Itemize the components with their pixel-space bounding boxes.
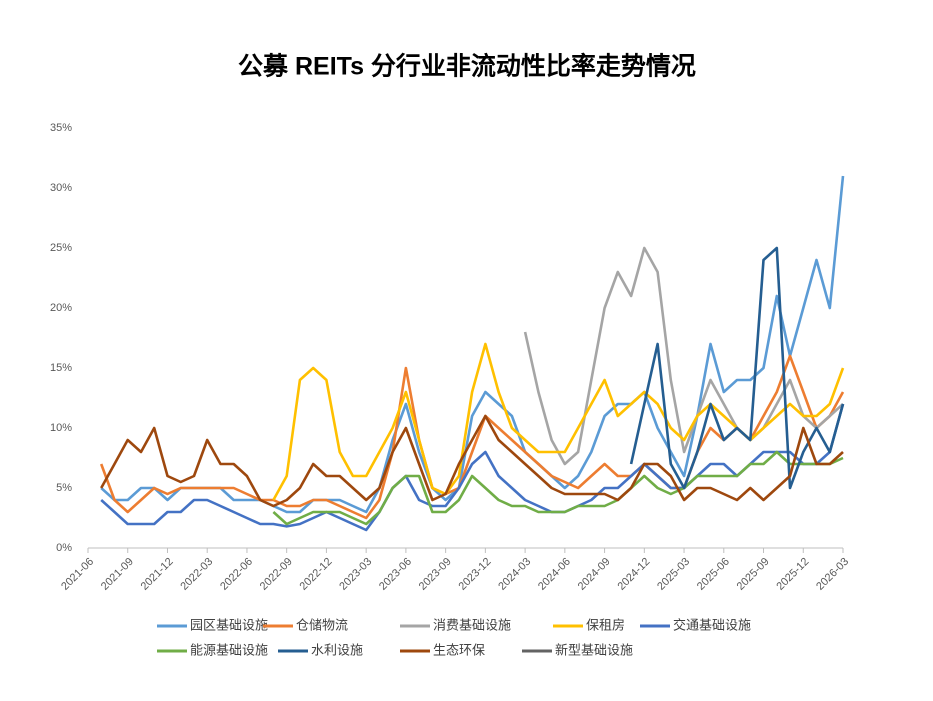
x-tick-label: 2024-09 (576, 556, 613, 593)
legend-label: 生态环保 (433, 642, 485, 657)
y-tick-label: 20% (50, 302, 72, 314)
x-tick-label: 2023-09 (417, 556, 454, 593)
x-tick-label: 2023-12 (457, 556, 494, 593)
x-tick-label: 2026-03 (814, 556, 851, 593)
y-tick-label: 15% (50, 362, 72, 374)
y-tick-label: 25% (50, 242, 72, 254)
x-tick-label: 2024-12 (615, 556, 652, 593)
x-tick-label: 2022-06 (218, 556, 255, 593)
y-tick-label: 0% (56, 542, 72, 554)
legend-label: 新型基础设施 (555, 642, 633, 657)
legend-label: 消费基础设施 (433, 617, 511, 632)
legend-label: 保租房 (586, 617, 625, 632)
x-tick-label: 2023-06 (377, 556, 414, 593)
x-tick-label: 2025-03 (655, 556, 692, 593)
x-tick-label: 2022-03 (178, 556, 215, 593)
legend-label: 水利设施 (311, 642, 363, 657)
x-tick-label: 2025-12 (774, 556, 811, 593)
series-line (99, 354, 845, 520)
legend-label: 园区基础设施 (190, 617, 268, 632)
legend-label: 能源基础设施 (190, 642, 268, 657)
legend-label: 仓储物流 (296, 617, 348, 632)
x-tick-label: 2021-09 (99, 556, 136, 593)
y-tick-label: 35% (50, 122, 72, 134)
chart-title: 公募 REITs 分行业非流动性比率走势情况 (238, 52, 696, 81)
series-line (272, 342, 845, 501)
x-tick-label: 2023-03 (337, 556, 374, 593)
y-tick-label: 5% (56, 482, 72, 494)
y-tick-label: 30% (50, 182, 72, 194)
x-tick-label: 2021-12 (139, 556, 176, 593)
x-tick-label: 2025-09 (735, 556, 772, 593)
legend-label: 交通基础设施 (673, 617, 751, 632)
x-tick-label: 2021-06 (59, 556, 96, 593)
series-line (100, 175, 845, 514)
x-tick-label: 2022-09 (258, 556, 295, 593)
series-line (629, 246, 845, 490)
series-line (100, 403, 845, 532)
y-tick-label: 10% (50, 422, 72, 434)
series-line (523, 246, 844, 466)
x-tick-label: 2024-03 (496, 556, 533, 593)
series-line (272, 450, 844, 526)
x-tick-label: 2022-12 (298, 556, 335, 593)
x-tick-label: 2025-06 (695, 556, 732, 593)
x-tick-label: 2024-06 (536, 556, 573, 593)
series-line (100, 414, 844, 508)
